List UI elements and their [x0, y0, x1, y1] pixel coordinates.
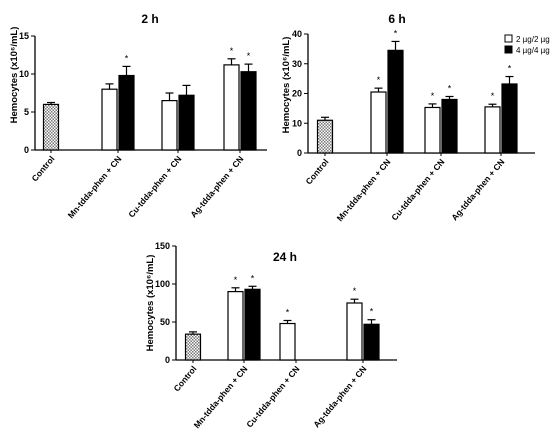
bar-open-mn	[227, 291, 244, 361]
bar-open-mn	[370, 91, 387, 154]
y-tick-label-100: 100	[155, 279, 170, 289]
y-axis-label-2h: Hemocytes (x10⁶/mL)	[9, 27, 20, 124]
x-tick-label-ag: Ag-tdda-phen + CN	[449, 157, 506, 223]
y-tick-label-15: 15	[19, 31, 29, 41]
x-tick-label-cu: Cu-tdda-phen + CN	[126, 154, 183, 220]
legend-swatch-open	[504, 34, 513, 43]
bar-open-cu	[161, 99, 178, 151]
significance-mark-solid-mn: *	[251, 273, 255, 283]
plot-area-6h: 0 10 20 30 40 Control Mn-tdda-phen + CNCu-tdda…	[292, 28, 535, 223]
significance-mark-solid-ag: *	[247, 51, 251, 61]
legend-swatch-solid	[504, 45, 513, 54]
bar-solid-ag	[363, 323, 380, 361]
x-tick-label-ag: Ag-tdda-phen + CN	[311, 364, 368, 430]
x-tick-label-mn: Mn-tdda-phen + CN	[335, 157, 393, 223]
x-tick-label-control: Control	[29, 154, 56, 184]
y-tick-label-30: 30	[292, 59, 302, 69]
significance-mark-open-ag: *	[491, 91, 495, 101]
bar-open-ag	[346, 302, 363, 361]
bar-solid-ag	[501, 83, 518, 154]
bar-solid-cu	[178, 94, 195, 151]
y-axis-label-6h: Hemocytes (x10⁶/mL)	[281, 37, 292, 134]
significance-mark-solid-mn: *	[394, 28, 398, 38]
bar-open-mn	[101, 88, 118, 151]
bar-open-ag	[223, 64, 240, 151]
bar-control-control	[316, 119, 334, 154]
panel-24h: 24 h Hemocytes (x10⁶/mL) 0 50 100 150 Contro…	[145, 241, 397, 430]
bar-open-ag	[484, 106, 501, 154]
bar-solid-mn	[118, 74, 135, 151]
y-tick-label-20: 20	[292, 89, 302, 99]
y-tick-label-50: 50	[160, 317, 170, 327]
y-tick-label-40: 40	[292, 29, 302, 39]
legend-label-open: 2 µg/2 µg	[516, 35, 550, 44]
y-tick-label-10: 10	[19, 69, 29, 79]
panel-title-2h: 2 h	[141, 12, 158, 26]
x-tick-label-mn: Mn-tdda-phen + CN	[192, 364, 250, 430]
y-tick-label-0: 0	[297, 148, 302, 158]
panel-title-6h: 6 h	[388, 12, 405, 26]
significance-mark-open-ag: *	[353, 286, 357, 296]
y-tick-label-5: 5	[24, 107, 29, 117]
bar-solid-ag	[240, 71, 257, 151]
bar-open-cu	[424, 106, 441, 154]
panel-6h: 6 h Hemocytes (x10⁶/mL) 0 10 20 30 40 Control…	[281, 12, 550, 223]
panel-2h: 2 h Hemocytes (x10⁶/mL) 0 5 10 15 Control Mn-…	[9, 12, 267, 220]
x-tick-label-ag: Ag-tdda-phen + CN	[188, 154, 245, 220]
legend-label-solid: 4 µg/4 µg	[516, 46, 550, 55]
significance-mark-solid-ag: *	[508, 64, 512, 74]
significance-mark-solid-cu: *	[448, 83, 452, 93]
y-tick-label-10: 10	[292, 118, 302, 128]
significance-mark-open-cu: *	[431, 91, 435, 101]
x-tick-label-mn: Mn-tdda-phen + CN	[66, 154, 124, 220]
y-tick-label-150: 150	[155, 241, 170, 251]
y-tick-label-0: 0	[165, 355, 170, 365]
y-tick-label-0: 0	[24, 145, 29, 155]
significance-mark-open-mn: *	[377, 75, 381, 85]
significance-mark-open-cu: *	[286, 307, 290, 317]
legend: 2 µg/2 µg 4 µg/4 µg	[504, 34, 550, 55]
x-tick-label-control: Control	[303, 157, 330, 187]
panel-title-24h: 24 h	[273, 250, 297, 264]
significance-mark-solid-ag: *	[370, 307, 374, 317]
bar-solid-mn	[387, 49, 404, 154]
significance-mark-solid-mn: *	[125, 53, 129, 63]
x-tick-label-cu: Cu-tdda-phen + CN	[244, 364, 301, 430]
bar-solid-mn	[244, 288, 261, 361]
x-tick-label-control: Control	[171, 364, 198, 394]
significance-mark-open-ag: *	[230, 46, 234, 56]
significance-mark-open-mn: *	[234, 275, 238, 285]
bar-control-control	[42, 103, 60, 151]
bar-open-cu	[279, 322, 296, 361]
y-axis-label-24h: Hemocytes (x10⁶/mL)	[145, 255, 156, 352]
x-tick-label-cu: Cu-tdda-phen + CN	[389, 157, 446, 223]
bar-solid-cu	[441, 98, 458, 154]
plot-area-2h: 0 5 10 15 Control Mn-tdda-phen + CN Cu-tdda-ph…	[19, 31, 267, 220]
bar-control-control	[184, 333, 202, 361]
